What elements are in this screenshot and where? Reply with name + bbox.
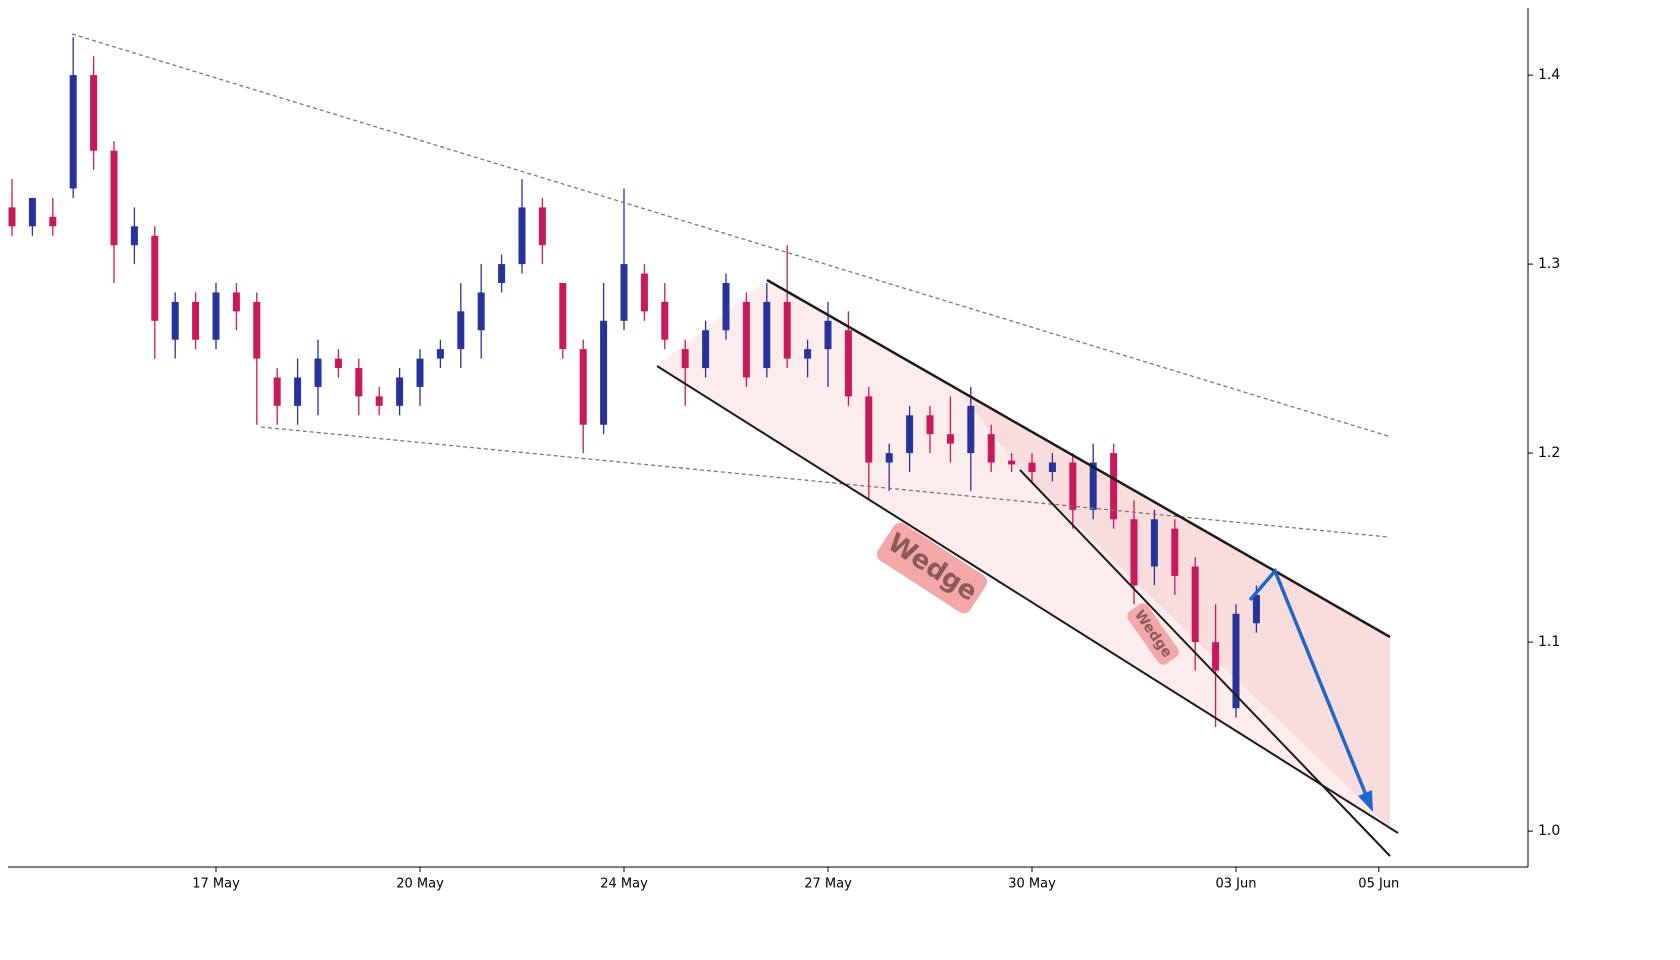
candle-body [1008, 460, 1016, 465]
candle-body [1252, 594, 1260, 624]
candle-body [946, 434, 954, 444]
y-tick-label: 1.2 [1538, 445, 1560, 461]
y-tick-label: 1.4 [1538, 67, 1560, 83]
candle-body [314, 358, 322, 387]
candle-body [926, 415, 934, 435]
candle-body [457, 311, 465, 350]
candle-body [865, 396, 873, 463]
candle-body [69, 75, 77, 189]
candle-body [518, 207, 526, 265]
x-tick-label: 17 May [192, 877, 240, 892]
x-tick-label: 24 May [600, 877, 648, 892]
wedge-line [1019, 469, 1391, 857]
candle-body [661, 301, 669, 340]
candle-body [824, 320, 832, 350]
projection-arrow [1248, 567, 1370, 801]
candle-body [8, 207, 16, 227]
wedge-shade [657, 280, 1390, 828]
candles [8, 37, 1260, 728]
candle-body [294, 377, 302, 406]
candle-body [151, 235, 159, 321]
candle-body [1212, 642, 1220, 671]
trend-line [71, 33, 1389, 437]
candle-body [804, 349, 812, 359]
candle-body [232, 292, 240, 312]
candle-body [436, 349, 444, 359]
candle-body [702, 330, 710, 369]
candle-body [620, 264, 628, 321]
candle-body [477, 292, 485, 331]
candle-body [192, 301, 200, 340]
candle-body [844, 330, 852, 397]
candle-body [1069, 462, 1077, 510]
wedge-line [656, 365, 1399, 834]
candle-body [130, 226, 138, 246]
candle-body [1171, 528, 1179, 576]
candle-body [763, 301, 771, 369]
candle-body [253, 301, 261, 359]
candle-body [987, 434, 995, 463]
candle-body [559, 282, 567, 350]
x-tick-label: 27 May [804, 877, 852, 892]
candle-body [1191, 566, 1199, 643]
candle-body [538, 207, 546, 246]
arrow-head [1358, 790, 1373, 812]
candle-body [49, 216, 57, 227]
y-tick-label: 1.3 [1538, 256, 1560, 272]
candle-body [640, 273, 648, 312]
candle-body [90, 75, 98, 151]
candle-body [579, 349, 587, 425]
x-tick-label: 30 May [1008, 877, 1056, 892]
candle-body [1110, 453, 1118, 520]
candle-body [742, 301, 750, 378]
candle-body [1089, 462, 1097, 510]
wedge-line [766, 278, 1391, 639]
candle-body [416, 358, 424, 387]
candle-body [498, 264, 506, 283]
x-tick-label: 03 Jun [1216, 877, 1257, 892]
candle-body [1232, 613, 1240, 709]
candle-body [28, 197, 36, 227]
x-tick-label: 05 Jun [1358, 877, 1399, 892]
candle-body [1028, 462, 1036, 472]
candle-body [1150, 519, 1158, 567]
candle-body [355, 368, 363, 397]
candle-body [885, 453, 893, 463]
x-tick-label: 20 May [396, 877, 444, 892]
candle-body [273, 377, 281, 406]
candle-body [334, 358, 342, 369]
candle-body [681, 349, 689, 369]
label-box [1127, 603, 1179, 665]
wedge-label-group: Wedge [876, 522, 988, 614]
candle-body [906, 415, 914, 454]
candle-body [722, 282, 730, 331]
candle-body [212, 292, 220, 340]
candle-body [171, 301, 179, 340]
y-tick-label: 1.0 [1538, 823, 1560, 839]
y-tick-label: 1.1 [1538, 634, 1560, 650]
candle-body [783, 301, 791, 359]
wedge-shade-inner [958, 390, 1390, 828]
label-box [876, 522, 988, 614]
candle-body [110, 150, 118, 246]
candle-body [375, 396, 383, 406]
candle-body [600, 320, 608, 425]
candle-body [1048, 462, 1056, 472]
candle-body [396, 377, 404, 406]
candle-body [1130, 519, 1138, 586]
candle-body [967, 405, 975, 454]
